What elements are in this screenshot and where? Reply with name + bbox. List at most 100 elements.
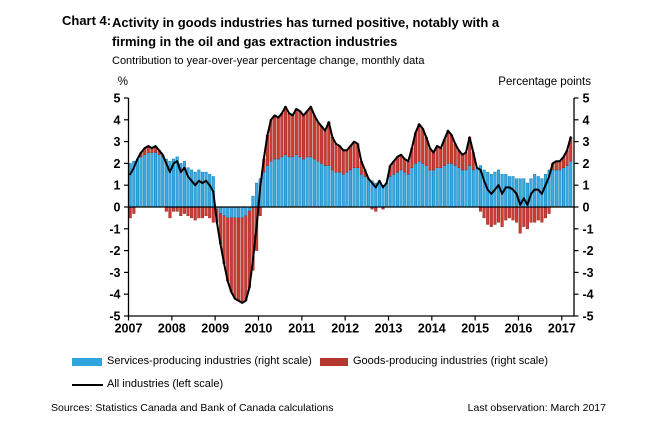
x-tick-label: 2011: [288, 322, 315, 336]
goods-bar: [533, 206, 537, 223]
goods-bar: [439, 147, 443, 169]
services-bar: [471, 169, 475, 208]
goods-bar: [164, 206, 168, 212]
goods-bar: [460, 154, 464, 171]
services-bar: [406, 174, 410, 208]
y-tick-label-right: -4: [583, 288, 594, 302]
goods-bar: [193, 206, 197, 221]
goods-bar: [186, 206, 190, 216]
services-bar: [330, 169, 334, 208]
goods-bar: [258, 206, 262, 216]
services-bar: [421, 163, 425, 208]
y-tick-label-left: -2: [109, 244, 120, 258]
goods-bar: [536, 206, 540, 221]
goods-bar: [540, 206, 544, 223]
sources-note: Sources: Statistics Canada and Bank of C…: [51, 402, 334, 414]
goods-bar: [547, 206, 551, 214]
services-bar: [338, 171, 342, 208]
goods-bar: [182, 206, 186, 214]
goods-bar: [273, 115, 277, 160]
services-bar: [385, 182, 389, 208]
y-tick-label-left: 3: [114, 135, 121, 149]
goods-bar: [338, 145, 342, 173]
goods-bar: [208, 206, 212, 219]
goods-bar: [421, 128, 425, 164]
x-tick-label: 2007: [115, 322, 143, 336]
y-tick-label-right: 1: [583, 179, 590, 193]
services-bar: [475, 167, 479, 208]
services-bar: [363, 176, 367, 208]
goods-bar: [280, 113, 284, 158]
goods-bar: [529, 206, 533, 223]
y-tick-label-left: -3: [109, 266, 120, 280]
goods-bar: [478, 206, 483, 212]
goods-bar: [240, 217, 244, 304]
services-bar: [395, 171, 399, 208]
goods-bar: [237, 217, 241, 301]
goods-bar: [558, 160, 562, 171]
goods-bar: [305, 110, 309, 158]
goods-bar: [316, 121, 320, 162]
services-bar: [424, 165, 428, 208]
x-tick-label: 2013: [375, 322, 403, 336]
services-bar: [334, 171, 338, 208]
goods-bar: [226, 217, 230, 282]
services-bar: [457, 167, 461, 208]
goods-bar: [482, 206, 486, 219]
services-bar: [435, 167, 439, 208]
services-bar: [562, 167, 566, 208]
y-tick-label-left: 5: [114, 92, 121, 106]
x-tick-label: 2016: [505, 322, 533, 336]
services-bar: [222, 206, 226, 216]
goods-bar: [200, 206, 204, 219]
goods-bar: [211, 206, 215, 223]
goods-legend-label: Goods-producing industries (right scale): [353, 355, 549, 367]
services-bar: [403, 171, 407, 208]
goods-bar: [179, 206, 183, 216]
goods-bar: [507, 206, 511, 219]
goods-bar: [464, 152, 468, 171]
services-bar: [283, 154, 288, 208]
x-tick-label: 2010: [245, 322, 273, 336]
goods-bar: [302, 115, 306, 160]
right-axis-unit-label: Percentage points: [498, 76, 591, 88]
services-bar: [291, 156, 295, 208]
y-tick-label-right: 0: [583, 201, 590, 215]
y-tick-label-left: 0: [114, 201, 121, 215]
goods-bar: [334, 143, 338, 173]
y-tick-label-right: -3: [583, 266, 594, 280]
goods-bar: [168, 206, 172, 219]
y-tick-label-right: -5: [583, 310, 594, 324]
chart-title-line-2: firming in the oil and gas extraction in…: [112, 34, 398, 49]
goods-bar: [348, 145, 353, 171]
goods-bar: [446, 130, 450, 164]
services-bar: [410, 167, 414, 208]
services-bar: [522, 178, 526, 208]
goods-bar: [428, 147, 432, 171]
goods-bar: [233, 217, 237, 299]
goods-bar: [291, 115, 295, 158]
services-legend-label: Services-producing industries (right sca…: [107, 355, 312, 367]
goods-bar: [525, 206, 529, 230]
y-tick-label-right: -1: [583, 222, 594, 236]
services-bar: [388, 176, 392, 208]
y-tick-label-left: -5: [109, 310, 120, 324]
goods-bar: [323, 130, 327, 166]
chart-title-line-1: Activity in goods industries has turned …: [112, 15, 500, 30]
services-bar: [413, 163, 418, 208]
goods-bar: [518, 206, 522, 234]
services-bar: [558, 169, 562, 208]
services-bar: [139, 156, 143, 208]
services-bar: [381, 184, 385, 208]
y-tick-label-left: 2: [114, 157, 121, 171]
goods-bar: [287, 113, 291, 158]
services-bar: [200, 171, 204, 208]
services-bar: [507, 176, 511, 208]
services-bar: [251, 195, 255, 208]
services-bar: [226, 206, 230, 219]
services-bar: [442, 165, 446, 208]
services-bar: [240, 206, 244, 219]
services-legend-swatch: [72, 358, 102, 366]
services-bar: [392, 174, 396, 208]
